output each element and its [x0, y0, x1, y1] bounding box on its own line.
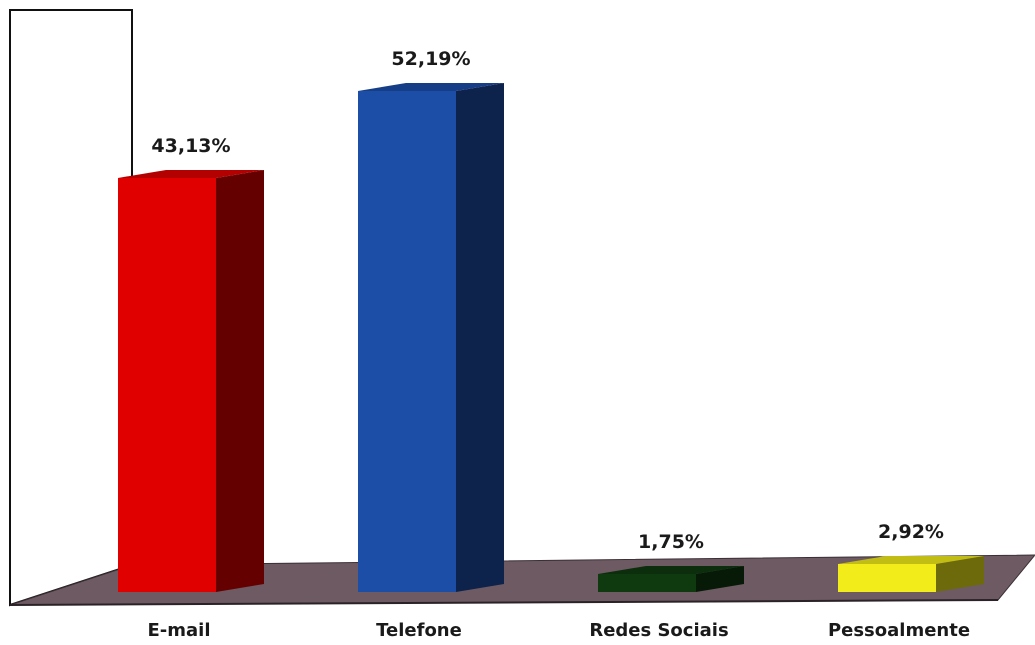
value-label: 1,75%: [638, 531, 704, 553]
bar-top-face: [358, 82, 504, 91]
bar-side-face: [456, 82, 504, 592]
bars-group: [118, 82, 984, 592]
bar-side-face: [216, 169, 264, 592]
bar-front-face: [598, 574, 696, 592]
category-label: Redes Sociais: [589, 620, 728, 641]
bar-front-face: [118, 177, 216, 592]
bar-e-mail: [118, 169, 264, 592]
chart-floor-front-edge: [9, 599, 999, 606]
bar-top-face: [838, 555, 984, 564]
bar-telefone: [358, 82, 504, 592]
value-labels-group: 43,13% 52,19% 1,75% 2,92%: [151, 48, 944, 553]
bar-front-face: [358, 90, 456, 592]
bar-side-face: [936, 555, 984, 592]
category-label: Telefone: [376, 620, 462, 641]
value-label: 2,92%: [878, 521, 944, 543]
value-label: 52,19%: [391, 48, 470, 70]
bar-top-face: [118, 169, 264, 178]
bar-side-face: [696, 566, 744, 592]
category-labels-group: E-mail Telefone Redes Sociais Pessoalmente: [147, 620, 970, 641]
value-label: 43,13%: [151, 135, 230, 157]
bar-pessoalmente: [838, 555, 984, 592]
chart-back-wall: [9, 9, 133, 607]
category-label: E-mail: [147, 620, 210, 641]
category-label: Pessoalmente: [828, 620, 970, 641]
bar-front-face: [838, 563, 936, 592]
bar-redes-sociais: [598, 566, 744, 592]
bar-top-face: [598, 566, 744, 574]
